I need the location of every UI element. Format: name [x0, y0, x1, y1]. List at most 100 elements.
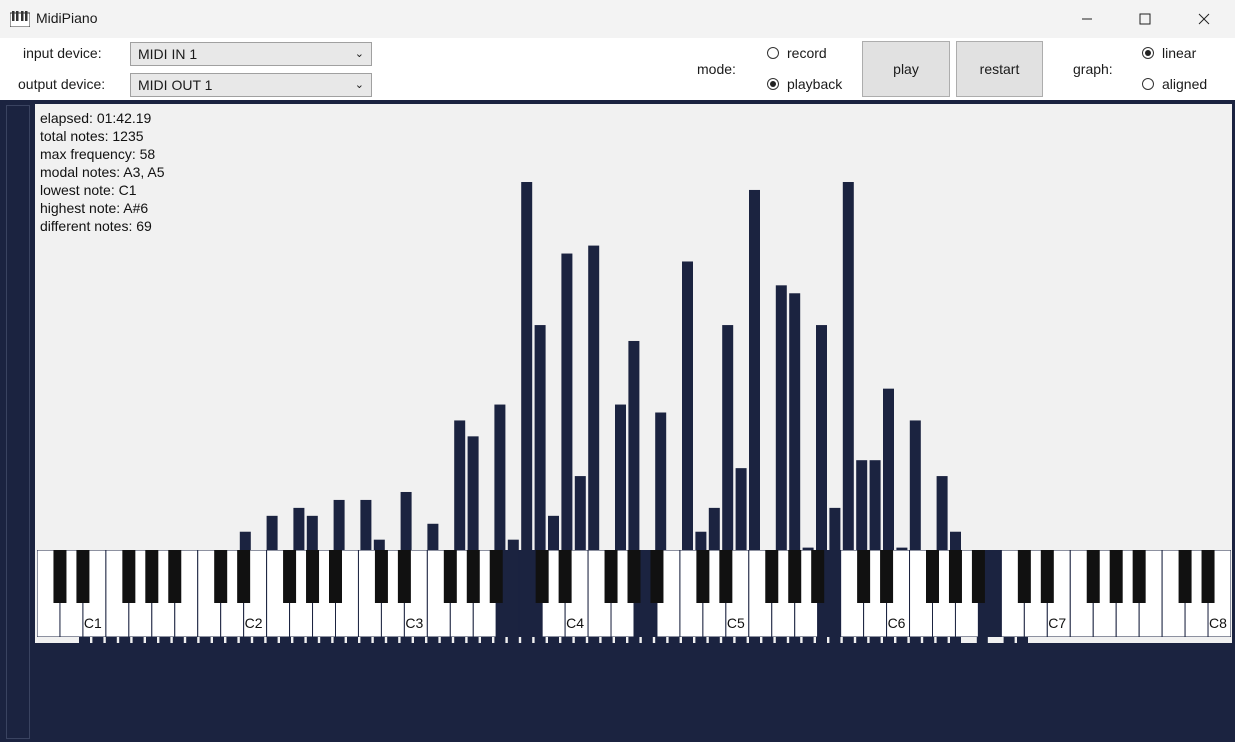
radio-icon	[767, 47, 779, 59]
play-button-label: play	[893, 61, 919, 77]
black-key[interactable]	[1040, 550, 1054, 603]
octave-label: C5	[727, 615, 745, 631]
output-device-select[interactable]: MIDI OUT 1 ⌄	[130, 73, 372, 97]
stat-lowest-note: lowest note: C1	[40, 182, 137, 198]
maximize-button[interactable]	[1122, 0, 1168, 38]
frequency-bar	[467, 436, 479, 643]
frequency-bar	[494, 404, 506, 643]
black-key[interactable]	[1017, 550, 1031, 603]
output-device-label: output device:	[18, 76, 106, 92]
mode-record-label: record	[787, 45, 827, 61]
mode-record-radio[interactable]: record	[767, 45, 827, 61]
close-button[interactable]	[1181, 0, 1227, 38]
radio-selected-icon	[1142, 47, 1154, 59]
black-key[interactable]	[1178, 550, 1192, 603]
black-key[interactable]	[1109, 550, 1123, 603]
frequency-bar	[454, 420, 466, 643]
octave-label: C4	[566, 615, 584, 631]
maximize-icon	[1139, 13, 1151, 25]
black-key[interactable]	[604, 550, 618, 603]
black-key[interactable]	[1086, 550, 1100, 603]
input-device-select[interactable]: MIDI IN 1 ⌄	[130, 42, 372, 66]
main-panel: elapsed: 01:42.19 total notes: 1235 max …	[0, 100, 1235, 742]
frequency-bar	[534, 325, 546, 643]
graph-linear-radio[interactable]: linear	[1142, 45, 1196, 61]
black-key[interactable]	[857, 550, 871, 603]
octave-label: C2	[245, 615, 263, 631]
graph-linear-label: linear	[1162, 45, 1197, 61]
black-key[interactable]	[443, 550, 457, 603]
play-button[interactable]: play	[862, 41, 950, 97]
mode-label: mode:	[697, 61, 736, 77]
black-key[interactable]	[374, 550, 388, 603]
graph-aligned-radio[interactable]: aligned	[1142, 76, 1207, 92]
piano-keyboard[interactable]: C1 C2 C3 C4 C5 C6 C7 C8	[37, 550, 1231, 637]
black-key[interactable]	[948, 550, 962, 603]
stats-panel: elapsed: 01:42.19 total notes: 1235 max …	[40, 109, 165, 235]
black-key[interactable]	[1132, 550, 1146, 603]
piano-app-icon	[10, 11, 30, 27]
frequency-bar	[655, 412, 667, 643]
radio-icon	[1142, 78, 1154, 90]
black-key[interactable]	[283, 550, 297, 603]
black-key[interactable]	[76, 550, 90, 603]
frequency-bar	[521, 182, 533, 643]
frequency-bar	[92, 635, 104, 643]
black-key[interactable]	[145, 550, 159, 603]
frequency-bar	[749, 189, 760, 643]
frequency-bar	[909, 420, 921, 643]
black-key[interactable]	[811, 550, 825, 603]
octave-label: C7	[1048, 615, 1066, 631]
frequency-bar	[789, 293, 801, 643]
side-volume-bar[interactable]	[6, 105, 30, 739]
black-key[interactable]	[329, 550, 342, 603]
stat-max-frequency: max frequency: 58	[40, 146, 156, 162]
black-key[interactable]	[489, 550, 503, 603]
radio-selected-icon	[767, 78, 779, 90]
black-key[interactable]	[926, 550, 939, 603]
black-key[interactable]	[650, 550, 664, 603]
frequency-bar	[682, 261, 693, 643]
black-key[interactable]	[719, 550, 733, 603]
output-device-value: MIDI OUT 1	[138, 77, 213, 93]
black-key[interactable]	[627, 550, 641, 603]
black-key[interactable]	[765, 550, 779, 603]
octave-label: C3	[405, 615, 423, 631]
stat-different-notes: different notes: 69	[40, 218, 152, 234]
black-key[interactable]	[214, 550, 228, 603]
black-key[interactable]	[880, 550, 894, 603]
frequency-bar	[119, 635, 131, 643]
chevron-down-icon: ⌄	[354, 79, 364, 91]
mode-playback-radio[interactable]: playback	[767, 76, 842, 92]
black-key[interactable]	[168, 550, 182, 603]
frequency-bar	[280, 635, 291, 643]
graph-aligned-label: aligned	[1162, 76, 1208, 92]
black-key[interactable]	[53, 550, 67, 603]
frequency-bar	[816, 325, 827, 643]
mode-playback-label: playback	[787, 76, 843, 92]
input-device-value: MIDI IN 1	[138, 46, 198, 62]
black-key[interactable]	[1201, 550, 1215, 603]
black-key[interactable]	[535, 550, 549, 603]
black-key[interactable]	[696, 550, 710, 603]
close-icon	[1198, 13, 1210, 25]
black-key[interactable]	[397, 550, 411, 603]
title-bar: MidiPiano	[0, 0, 1235, 38]
frequency-bar	[172, 635, 184, 643]
frequency-bar	[561, 253, 573, 643]
stat-total-notes: total notes: 1235	[40, 128, 144, 144]
black-key[interactable]	[788, 550, 802, 603]
restart-button[interactable]: restart	[956, 41, 1043, 97]
black-key[interactable]	[558, 550, 572, 603]
minimize-button[interactable]	[1064, 0, 1110, 38]
frequency-bar	[213, 635, 224, 643]
graph-label: graph:	[1073, 61, 1113, 77]
black-key[interactable]	[237, 550, 251, 603]
black-key[interactable]	[971, 550, 985, 603]
frequency-bar	[775, 285, 787, 643]
black-key[interactable]	[466, 550, 480, 603]
black-key[interactable]	[122, 550, 136, 603]
black-key[interactable]	[306, 550, 320, 603]
octave-label: C6	[888, 615, 906, 631]
octave-label: C8	[1209, 615, 1227, 631]
